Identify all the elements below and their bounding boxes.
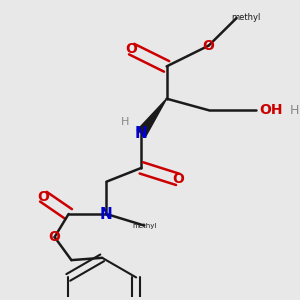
Text: H: H: [120, 117, 129, 127]
Text: N: N: [100, 206, 113, 221]
Text: O: O: [203, 39, 214, 52]
Text: O: O: [49, 230, 61, 244]
Text: O: O: [172, 172, 184, 186]
Text: N: N: [135, 126, 148, 141]
Text: methyl: methyl: [132, 223, 156, 229]
Text: methyl: methyl: [231, 14, 260, 22]
Text: O: O: [38, 190, 49, 204]
Text: H: H: [290, 104, 299, 117]
Polygon shape: [137, 99, 166, 136]
Text: O: O: [126, 42, 138, 56]
Text: OH: OH: [259, 103, 283, 117]
